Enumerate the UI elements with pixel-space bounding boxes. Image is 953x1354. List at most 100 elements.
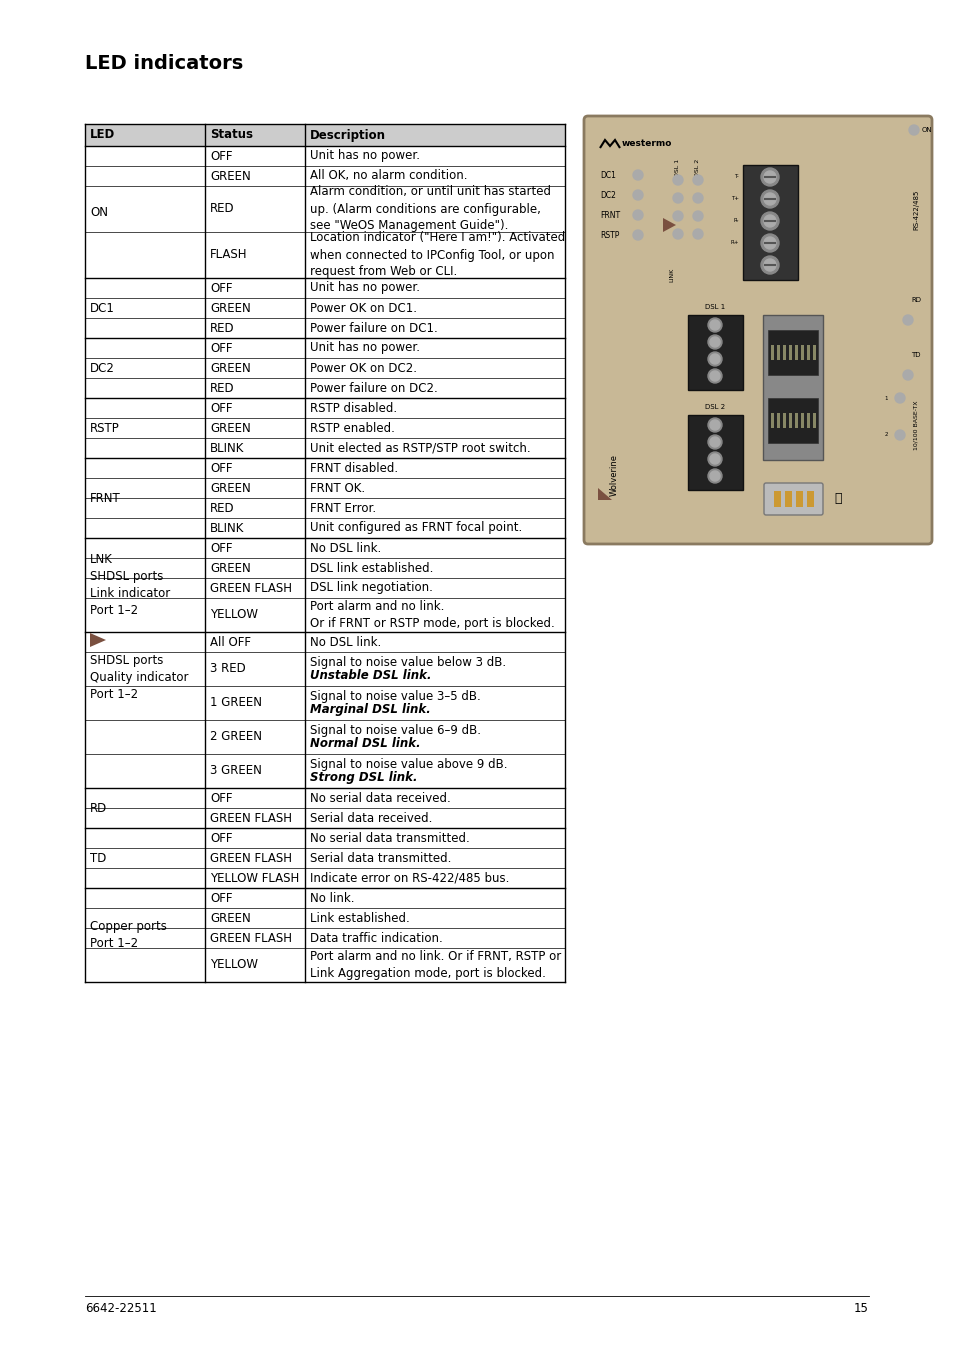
Text: Normal DSL link.: Normal DSL link.	[310, 737, 420, 750]
Bar	[788, 345, 791, 360]
Text: FRNT: FRNT	[90, 492, 121, 505]
Bar	[687, 315, 742, 390]
Text: Signal to noise value 3–5 dB.: Signal to noise value 3–5 dB.	[310, 691, 480, 703]
Text: Data traffic indication.: Data traffic indication.	[310, 932, 442, 945]
Circle shape	[709, 437, 720, 447]
Text: Power OK on DC2.: Power OK on DC2.	[310, 362, 416, 375]
Text: Marginal DSL link.: Marginal DSL link.	[310, 703, 431, 716]
Text: Strong DSL link.: Strong DSL link.	[310, 770, 417, 784]
Circle shape	[707, 418, 721, 432]
Text: RS-422/485: RS-422/485	[912, 190, 918, 230]
Text: No serial data transmitted.: No serial data transmitted.	[310, 831, 469, 845]
Text: FRNT: FRNT	[599, 210, 619, 219]
Text: OFF: OFF	[210, 282, 233, 295]
Text: GREEN: GREEN	[210, 302, 251, 314]
Circle shape	[760, 234, 779, 252]
Text: TD: TD	[910, 352, 920, 357]
Bar	[770, 345, 773, 360]
Text: GREEN: GREEN	[210, 562, 251, 574]
Text: GREEN FLASH: GREEN FLASH	[210, 581, 292, 594]
Text: FRNT Error.: FRNT Error.	[310, 501, 375, 515]
Text: Wolverine: Wolverine	[609, 454, 618, 496]
Text: Signal to noise value above 9 dB.: Signal to noise value above 9 dB.	[310, 758, 507, 770]
Text: Unit elected as RSTP/STP root switch.: Unit elected as RSTP/STP root switch.	[310, 441, 530, 455]
Bar	[742, 165, 797, 280]
Text: RSTP: RSTP	[90, 421, 120, 435]
Text: Power failure on DC2.: Power failure on DC2.	[310, 382, 437, 394]
Circle shape	[707, 352, 721, 366]
Bar	[806, 413, 809, 428]
Circle shape	[707, 318, 721, 332]
Text: GREEN: GREEN	[210, 169, 251, 183]
Text: T+: T+	[730, 196, 739, 202]
Text: 6642-22511: 6642-22511	[85, 1303, 156, 1316]
Text: 1 GREEN: 1 GREEN	[210, 696, 262, 709]
Circle shape	[707, 468, 721, 483]
Text: Serial data transmitted.: Serial data transmitted.	[310, 852, 451, 864]
Text: westermo: westermo	[621, 139, 672, 149]
Bar	[767, 398, 817, 443]
Text: Alarm condition, or until unit has started
up. (Alarm conditions are configurabl: Alarm condition, or until unit has start…	[310, 185, 551, 233]
Bar	[776, 413, 780, 428]
Text: DC2: DC2	[90, 362, 114, 375]
Text: LINK: LINK	[669, 268, 674, 282]
Text: ⌓: ⌓	[833, 493, 841, 505]
Circle shape	[709, 454, 720, 464]
Circle shape	[672, 211, 682, 221]
Circle shape	[707, 334, 721, 349]
Text: RED: RED	[210, 501, 234, 515]
Text: No DSL link.: No DSL link.	[310, 635, 381, 649]
Text: FRNT OK.: FRNT OK.	[310, 482, 365, 494]
Text: DSL 1: DSL 1	[675, 158, 679, 177]
Text: GREEN: GREEN	[210, 362, 251, 375]
Text: Location indicator ("Here I am!"). Activated
when connected to IPConfig Tool, or: Location indicator ("Here I am!"). Activ…	[310, 232, 565, 279]
Text: Copper ports
Port 1–2: Copper ports Port 1–2	[90, 919, 167, 951]
Text: OFF: OFF	[210, 341, 233, 355]
Text: GREEN FLASH: GREEN FLASH	[210, 852, 292, 864]
Text: 1: 1	[883, 395, 887, 401]
Text: RD: RD	[90, 802, 107, 815]
Bar	[806, 492, 813, 506]
Text: SHDSL ports
Quality indicator
Port 1–2: SHDSL ports Quality indicator Port 1–2	[90, 654, 189, 701]
Text: YELLOW FLASH: YELLOW FLASH	[210, 872, 299, 884]
Text: Indicate error on RS-422/485 bus.: Indicate error on RS-422/485 bus.	[310, 872, 509, 884]
Circle shape	[633, 210, 642, 219]
Circle shape	[707, 452, 721, 466]
Polygon shape	[598, 487, 612, 500]
Bar	[687, 414, 742, 490]
Text: DSL link established.: DSL link established.	[310, 562, 433, 574]
Polygon shape	[90, 634, 106, 647]
Circle shape	[763, 237, 775, 249]
FancyBboxPatch shape	[763, 483, 822, 515]
Bar	[776, 345, 780, 360]
Circle shape	[763, 171, 775, 183]
Circle shape	[692, 175, 702, 185]
Text: 10/100 BASE-TX: 10/100 BASE-TX	[913, 401, 918, 450]
Bar	[794, 413, 797, 428]
Bar	[762, 315, 822, 460]
Text: RSTP disabled.: RSTP disabled.	[310, 402, 396, 414]
Bar	[806, 345, 809, 360]
Text: Unit has no power.: Unit has no power.	[310, 149, 419, 162]
Text: FRNT disabled.: FRNT disabled.	[310, 462, 397, 474]
Circle shape	[763, 215, 775, 227]
Circle shape	[692, 211, 702, 221]
Text: RSTP: RSTP	[599, 230, 618, 240]
Text: LNK
SHDSL ports
Link indicator
Port 1–2: LNK SHDSL ports Link indicator Port 1–2	[90, 552, 170, 617]
Text: Unit configured as FRNT focal point.: Unit configured as FRNT focal point.	[310, 521, 521, 535]
Circle shape	[707, 370, 721, 383]
Text: No DSL link.: No DSL link.	[310, 542, 381, 555]
Bar	[812, 345, 815, 360]
Text: Description: Description	[310, 129, 386, 142]
Text: Link established.: Link established.	[310, 911, 410, 925]
FancyBboxPatch shape	[583, 116, 931, 544]
Circle shape	[902, 370, 912, 380]
Text: DC1: DC1	[90, 302, 114, 314]
Circle shape	[709, 371, 720, 380]
Bar	[767, 330, 817, 375]
Circle shape	[763, 194, 775, 204]
Circle shape	[894, 393, 904, 403]
Circle shape	[672, 229, 682, 240]
Text: GREEN FLASH: GREEN FLASH	[210, 932, 292, 945]
Text: Port alarm and no link. Or if FRNT, RSTP or
Link Aggregation mode, port is block: Port alarm and no link. Or if FRNT, RSTP…	[310, 951, 560, 980]
